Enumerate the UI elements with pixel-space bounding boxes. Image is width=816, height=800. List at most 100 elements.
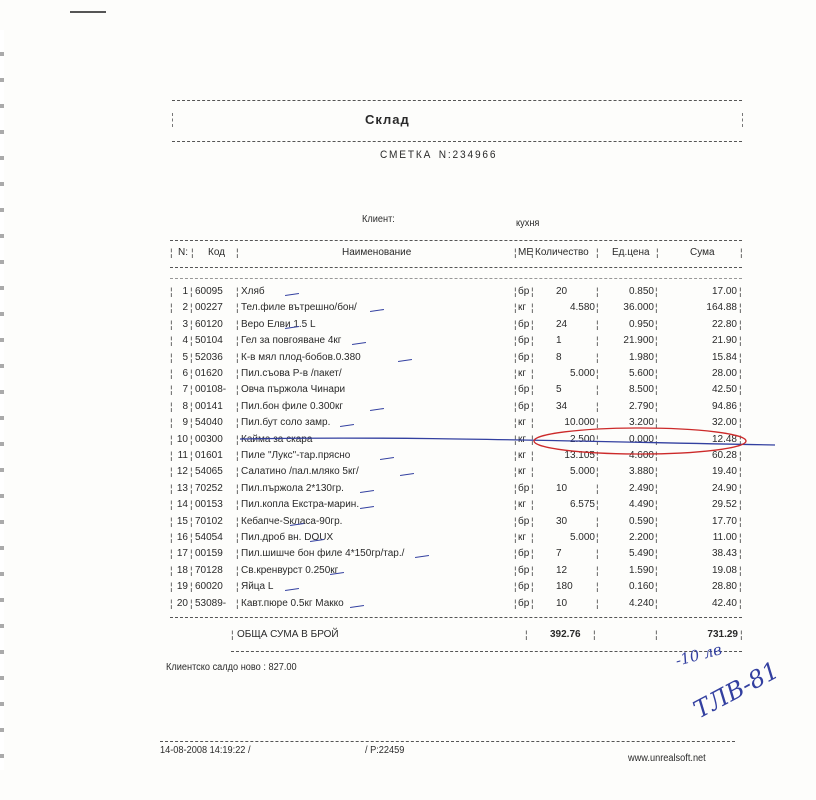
row-unit: бр <box>518 351 530 363</box>
row-price: 2.200 <box>628 532 654 543</box>
client-label: Клиент: <box>362 214 395 225</box>
table-row: ¦ 18 ¦ 70128 ¦ Св.кренвурст 0.250кг ¦ бр… <box>170 564 742 577</box>
row-name: Пиле "Лукс"-тар.прясно <box>241 450 351 461</box>
table-row: ¦ 2 ¦ 00227 ¦ Тел.филе вътрешно/бон/ ¦ к… <box>170 302 742 315</box>
row-price: 5.600 <box>628 368 654 379</box>
row-sum: 94.86 <box>711 400 737 412</box>
totals-bottom-line <box>231 651 742 652</box>
table-row: ¦ 3 ¦ 60120 ¦ Веро Елви 1.5 L ¦ бр ¦ 24 … <box>170 318 742 331</box>
row-code: 00159 <box>195 548 223 560</box>
row-sum: 28.00 <box>711 368 737 379</box>
row-price: 3.880 <box>628 466 654 478</box>
header-bottom-line <box>172 141 742 142</box>
row-code: 52036 <box>195 351 223 363</box>
row-qty: 5.000 <box>569 532 595 543</box>
row-number: 2 <box>182 302 188 314</box>
row-sum: 22.80 <box>711 318 737 330</box>
row-sum: 42.50 <box>711 384 737 396</box>
col-qty: Количество <box>535 247 589 258</box>
row-name: Пил.дроб вн. DOUX <box>241 532 334 543</box>
footer-line <box>160 741 735 742</box>
header-left-border <box>172 113 173 127</box>
row-sum: 28.80 <box>711 581 737 593</box>
row-price: 2.490 <box>628 482 654 494</box>
row-name: Хляб <box>241 286 265 297</box>
row-sum: 164.88 <box>706 302 737 314</box>
row-qty: 4.580 <box>569 302 595 314</box>
table-row: ¦ 5 ¦ 52036 ¦ К-в мял плод-бобов.0.380 ¦… <box>170 351 742 364</box>
row-price: 36.000 <box>623 302 654 314</box>
row-unit: бр <box>518 384 530 396</box>
row-code: 01601 <box>195 450 223 461</box>
footer-datetime: 14-08-2008 14:19:22 / <box>160 745 251 756</box>
row-price: 0.590 <box>628 515 654 527</box>
row-price: 1.980 <box>628 351 654 363</box>
row-price: 1.590 <box>628 564 654 576</box>
row-number: 14 <box>176 499 188 511</box>
row-number: 4 <box>182 335 188 347</box>
row-code: 53089- <box>195 597 227 609</box>
row-number: 6 <box>182 368 188 379</box>
table-row: ¦ 20 ¦ 53089- ¦ Кавт.пюре 0.5кг Макко ¦ … <box>170 597 742 610</box>
row-unit: кг <box>518 368 527 379</box>
row-unit: бр <box>518 564 530 576</box>
row-unit: бр <box>518 400 530 412</box>
row-name: Пил.бут соло замр. <box>241 417 331 429</box>
row-qty: 7 <box>556 548 562 560</box>
row-number: 5 <box>182 351 188 363</box>
row-qty: 20 <box>556 286 568 297</box>
table-row: ¦ 16 ¦ 54054 ¦ Пил.дроб вн. DOUX ¦ кг ¦ … <box>170 532 742 544</box>
row-code: 54040 <box>195 417 223 429</box>
row-number: 17 <box>176 548 188 560</box>
row-number: 7 <box>182 384 188 396</box>
total-qty: 392.76 <box>550 629 581 640</box>
row-code: 50104 <box>195 335 223 347</box>
row-unit: кг <box>518 417 527 429</box>
table-row: ¦ 8 ¦ 00141 ¦ Пил.бон филе 0.300кг ¦ бр … <box>170 400 742 413</box>
row-sum: 29.52 <box>711 499 737 511</box>
row-qty: 10.000 <box>564 417 595 429</box>
row-price: 4.490 <box>628 499 654 511</box>
row-sum: 21.90 <box>711 335 737 347</box>
strike-line <box>239 437 776 446</box>
col-name: Наименование <box>342 247 412 258</box>
row-number: 1 <box>182 286 188 297</box>
row-unit: кг <box>518 302 527 314</box>
row-unit: бр <box>518 482 530 494</box>
row-sum: 42.40 <box>711 597 737 609</box>
table-row: ¦ 7 ¦ 00108- ¦ Овча пържола Чинари ¦ бр … <box>170 384 742 397</box>
table-row: ¦ 9 ¦ 54040 ¦ Пил.бут соло замр. ¦ кг ¦ … <box>170 417 742 430</box>
col-sum: Сума <box>690 247 715 258</box>
row-qty: 6.575 <box>569 499 595 511</box>
row-qty: 5.000 <box>569 368 595 379</box>
header-top-line <box>172 100 742 101</box>
row-unit: бр <box>518 286 530 297</box>
row-price: 0.160 <box>628 581 654 593</box>
row-sum: 19.40 <box>711 466 737 478</box>
row-price: 5.490 <box>628 548 654 560</box>
totals-top-line <box>170 617 742 618</box>
row-name: Св.кренвурст 0.250кг <box>241 564 339 576</box>
row-number: 19 <box>176 581 188 593</box>
red-circle <box>533 427 747 455</box>
row-unit: бр <box>518 335 530 347</box>
table-row: ¦ 12 ¦ 54065 ¦ Салатино /пал.мляко 5кг/ … <box>170 466 742 479</box>
footer-p-number: / P:22459 <box>365 745 405 756</box>
row-number: 15 <box>176 515 188 527</box>
scan-mark <box>70 11 106 13</box>
row-name: Пил.копла Екстра-марин. <box>241 499 360 511</box>
row-price: 4.240 <box>628 597 654 609</box>
row-number: 11 <box>177 450 188 461</box>
client-balance: Клиентско салдо ново : 827.00 <box>166 662 297 673</box>
row-code: 60120 <box>195 318 223 330</box>
table-row: ¦ 1 ¦ 60095 ¦ Хляб ¦ бр ¦ 20 ¦ 0.850 ¦ 1… <box>170 286 742 298</box>
row-price: 2.790 <box>628 400 654 412</box>
row-unit: кг <box>518 466 527 478</box>
row-sum: 24.90 <box>711 482 737 494</box>
footer-website: www.unrealsoft.net <box>628 753 706 764</box>
row-price: 0.950 <box>628 318 654 330</box>
row-code: 60020 <box>195 581 223 593</box>
row-price: 21.900 <box>623 335 654 347</box>
client-value: кухня <box>516 218 540 229</box>
